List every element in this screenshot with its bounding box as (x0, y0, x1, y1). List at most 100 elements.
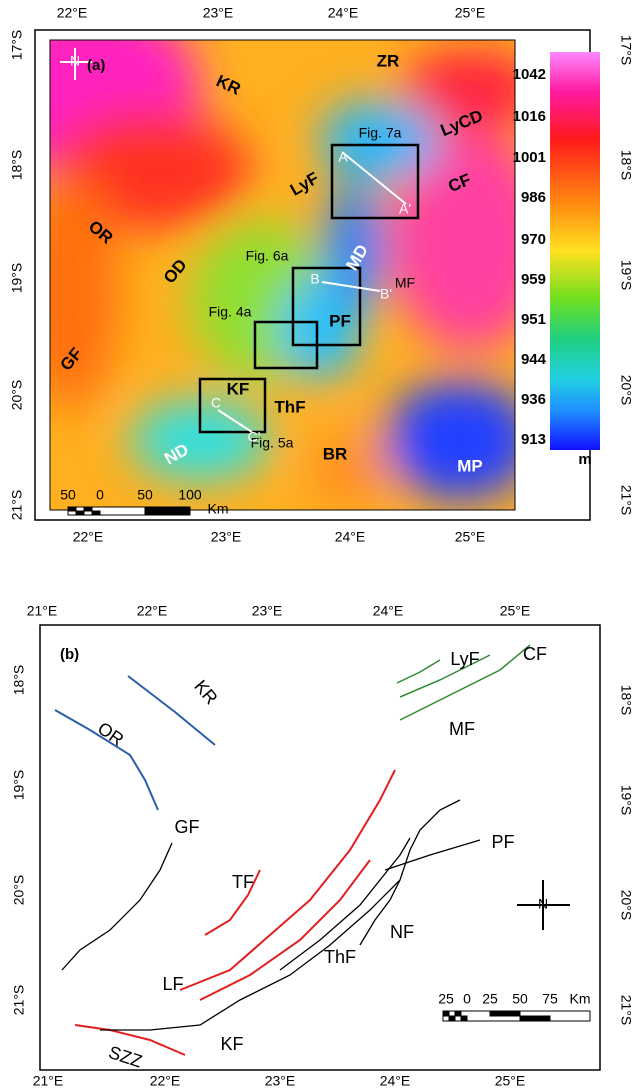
tick-label: 20°S (618, 890, 634, 921)
tick-label: 21°S (618, 995, 634, 1026)
panel-label: (a) (87, 57, 105, 74)
scale-label: 50 (60, 487, 76, 503)
elevation-map (50, 40, 515, 510)
fault-lines (54, 644, 531, 1056)
tick-label: 21°S (11, 985, 27, 1016)
scale-bar-a (67, 506, 191, 516)
profile-label: A' (399, 201, 411, 217)
box-labels: Fig. 7a Fig. 6a Fig. 4a Fig. 5a (209, 125, 402, 451)
tick-label: 24°E (380, 1073, 411, 1089)
tick-label: 25°E (500, 603, 531, 619)
colorbar-label: 1001 (513, 149, 546, 166)
colorbar (550, 52, 600, 450)
profile-label: A (338, 149, 348, 165)
tick-label: 18°S (618, 685, 634, 716)
fault-label: PF (491, 832, 514, 852)
north-label: N (70, 53, 80, 69)
fault-label: CF (523, 644, 547, 664)
feature-label: PF (329, 311, 351, 330)
scale-unit: Km (208, 501, 229, 517)
colorbar-unit: m (578, 451, 591, 468)
tick-label: 21°S (618, 485, 634, 516)
tick-label: 21°E (27, 603, 58, 619)
tick-label: 23°E (211, 529, 242, 545)
feature-label: KF (227, 379, 250, 398)
tick-label: 19°S (11, 770, 27, 801)
axis-labels-a: 22°E 23°E 24°E 25°E 22°E 23°E 24°E 25°E … (9, 5, 635, 545)
north-arrow-b (517, 880, 570, 930)
profile-lines (217, 151, 407, 433)
tick-label: 19°S (618, 260, 634, 291)
scale-label: 100 (178, 487, 202, 503)
scale-labels-b: 25 0 25 50 75 Km (438, 991, 590, 1007)
tick-label: 18°S (11, 665, 27, 696)
scale-bar-b (442, 1010, 591, 1022)
tick-label: 25°E (455, 5, 486, 21)
colorbar-labels: 1042 1016 1001 986 970 959 951 944 936 9… (513, 66, 592, 468)
scale-label: 25 (438, 991, 454, 1007)
colorbar-label: 959 (521, 271, 546, 288)
tick-label: 23°E (265, 1073, 296, 1089)
map-border (49, 39, 516, 511)
tick-label: 23°E (203, 5, 234, 21)
tick-label: 17°S (9, 30, 25, 61)
box-label: Fig. 4a (209, 304, 252, 320)
tick-label: 24°E (373, 603, 404, 619)
colorbar-label: 951 (521, 311, 546, 328)
tick-label: 25°E (455, 529, 486, 545)
north-label: N (538, 896, 548, 912)
tick-label: 25°E (495, 1073, 526, 1089)
colorbar-label: 1042 (513, 66, 546, 83)
colorbar-label: 970 (521, 231, 546, 248)
profile-label: C' (248, 429, 261, 445)
box-label: Fig. 5a (251, 435, 294, 451)
axis-labels-b: 21°E 22°E 23°E 24°E 25°E 21°E 22°E 23°E … (11, 603, 635, 1089)
feature-label: MF (395, 275, 415, 291)
scale-label: 75 (542, 991, 558, 1007)
tick-label: 21°S (9, 490, 25, 521)
tick-label: 22°E (137, 603, 168, 619)
fault-label: ThF (324, 947, 356, 967)
tick-label: 21°E (33, 1073, 64, 1089)
feature-label: ThF (274, 397, 305, 416)
scale-label: 50 (137, 487, 153, 503)
tick-label: 22°E (57, 5, 88, 21)
panel-label: (b) (60, 646, 79, 663)
fault-label: MF (449, 719, 475, 739)
tick-label: 24°E (328, 5, 359, 21)
scale-label: 50 (512, 991, 528, 1007)
scale-labels-a: 50 0 50 100 Km (60, 487, 228, 517)
colorbar-label: 1016 (513, 108, 546, 125)
frame-b (39, 624, 601, 1071)
north-arrow-a (60, 48, 92, 80)
profile-labels: A A' B B' C C' (211, 149, 411, 445)
tick-label: 22°E (150, 1073, 181, 1089)
feature-label: BR (323, 444, 348, 463)
tick-label: 20°S (9, 380, 25, 411)
boxes (198, 143, 420, 434)
fault-label: LyF (450, 649, 479, 669)
tick-label: 19°S (9, 263, 25, 294)
colorbar-label: 944 (521, 351, 547, 368)
scale-label: 0 (96, 487, 104, 503)
tick-label: 24°E (335, 529, 366, 545)
fault-label: LF (162, 974, 183, 994)
fault-label: NF (390, 922, 414, 942)
colorbar-label: 913 (521, 431, 546, 448)
feature-label: ZR (377, 51, 400, 70)
feature-label: MP (457, 456, 483, 475)
colorbar-label: 936 (521, 391, 546, 408)
scale-label: 0 (463, 991, 471, 1007)
box-label: Fig. 7a (359, 125, 402, 141)
fault-label: KF (220, 1034, 243, 1054)
scale-label: 25 (482, 991, 498, 1007)
tick-label: 20°S (11, 875, 27, 906)
tick-label: 18°S (618, 150, 634, 181)
profile-label: B' (380, 286, 392, 302)
tick-label: 17°S (618, 35, 634, 66)
profile-label: C (211, 395, 221, 411)
tick-label: 20°S (618, 375, 634, 406)
box-label: Fig. 6a (246, 248, 289, 264)
tick-label: 19°S (618, 785, 634, 816)
